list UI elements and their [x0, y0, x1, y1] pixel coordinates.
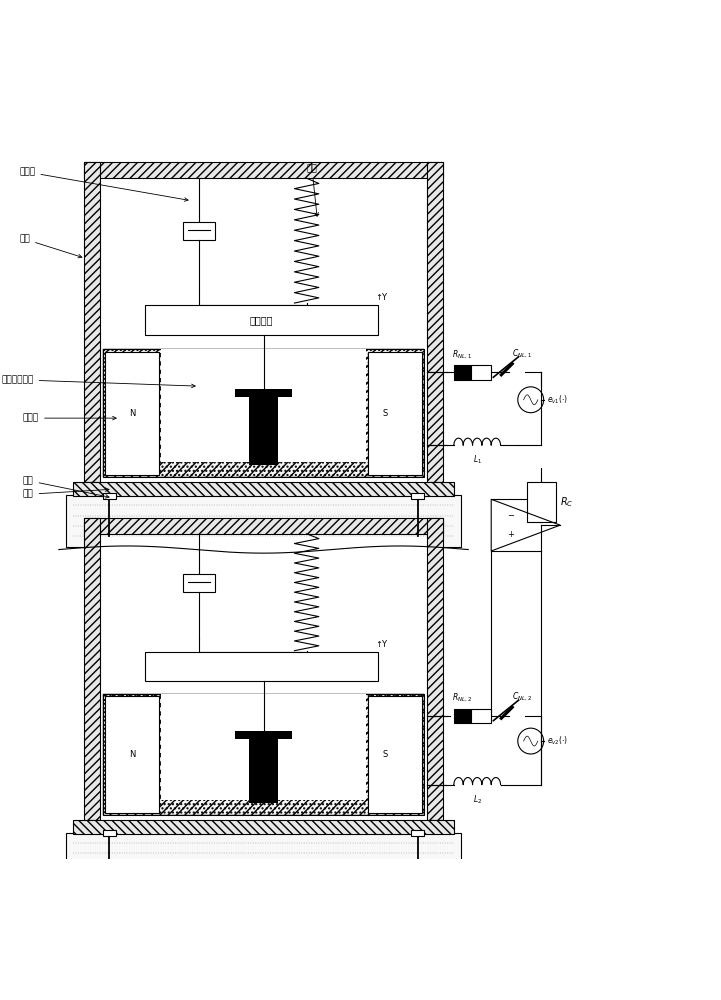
Bar: [454, 709, 471, 723]
Text: 缓冲器: 缓冲器: [19, 168, 188, 201]
Text: $e_{v2}(\cdot)$: $e_{v2}(\cdot)$: [547, 735, 567, 747]
Text: +: +: [507, 530, 513, 539]
Bar: [102, 830, 115, 836]
Text: 激振质量: 激振质量: [250, 315, 273, 325]
Bar: [235, 389, 293, 397]
Bar: [103, 349, 424, 477]
Text: 构架: 构架: [19, 235, 82, 258]
Text: N: N: [129, 750, 136, 759]
Bar: [66, 495, 461, 547]
Bar: [84, 518, 443, 534]
Bar: [412, 830, 425, 836]
Bar: [102, 493, 115, 499]
Text: $C_{NL,1}$: $C_{NL,1}$: [512, 347, 532, 360]
Bar: [454, 365, 471, 380]
Text: $R_{NL,1}$: $R_{NL,1}$: [452, 349, 472, 361]
Bar: [161, 694, 366, 800]
Bar: [428, 162, 443, 482]
Bar: [103, 694, 424, 815]
Bar: [84, 518, 99, 820]
Bar: [99, 534, 428, 820]
Bar: [428, 518, 443, 820]
Text: $e_{v1}(\cdot)$: $e_{v1}(\cdot)$: [547, 394, 567, 406]
Bar: [471, 365, 491, 380]
Text: $L_2$: $L_2$: [473, 793, 482, 806]
Text: $L_1$: $L_1$: [473, 454, 482, 466]
Bar: [412, 493, 425, 499]
Bar: [249, 736, 278, 803]
Text: 螺栓: 螺栓: [23, 476, 109, 498]
Text: 弹簧: 弹簧: [306, 164, 319, 216]
Bar: [103, 694, 424, 815]
Text: −: −: [507, 511, 513, 520]
Bar: [368, 696, 422, 813]
Bar: [105, 352, 159, 475]
Text: S: S: [383, 750, 388, 759]
Text: 耦合磁体线圈: 耦合磁体线圈: [1, 375, 195, 388]
Bar: [99, 178, 428, 482]
Bar: [527, 482, 556, 522]
Text: $R_{NL,2}$: $R_{NL,2}$: [452, 692, 472, 704]
Bar: [161, 349, 366, 462]
Bar: [235, 731, 293, 739]
Bar: [249, 394, 278, 465]
Text: 基座: 基座: [23, 488, 109, 499]
Text: 永磁体: 永磁体: [23, 414, 116, 423]
Text: N: N: [129, 409, 136, 418]
Text: S: S: [383, 409, 388, 418]
Bar: [183, 574, 215, 592]
Bar: [471, 709, 491, 723]
Text: ↑Y: ↑Y: [375, 640, 387, 649]
Bar: [368, 352, 422, 475]
Bar: [74, 820, 454, 834]
Bar: [105, 696, 159, 813]
Bar: [145, 652, 379, 681]
Bar: [84, 162, 99, 482]
Bar: [183, 222, 215, 240]
Bar: [103, 349, 424, 477]
Bar: [84, 162, 443, 178]
Bar: [145, 305, 379, 335]
Text: $R_C$: $R_C$: [560, 495, 574, 509]
Text: ↑Y: ↑Y: [375, 293, 387, 302]
Text: $C_{NL,2}$: $C_{NL,2}$: [512, 691, 532, 703]
Bar: [66, 833, 461, 884]
Bar: [74, 482, 454, 496]
